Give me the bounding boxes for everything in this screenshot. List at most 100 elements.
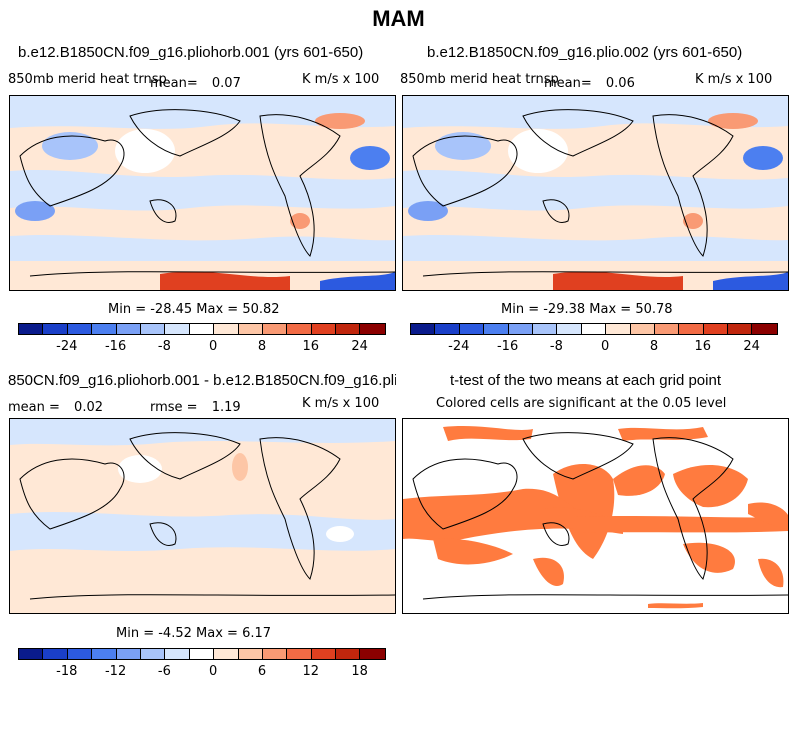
colorbar-cell [67,324,93,334]
colorbar-cell [116,324,141,334]
colorbar-tick-label: 0 [209,339,218,354]
mean-label-text: mean= [150,76,198,91]
colorbar-tick-label: 0 [209,664,218,679]
max-value: 50.78 [635,302,673,317]
colorbar-tick-label: 8 [257,339,267,354]
colorbar-cell [311,649,337,659]
colorbar-tick-label: -8 [549,339,563,354]
colorbar-cell [116,649,141,659]
colorbar-cell [165,324,190,334]
significance-map-bottom-right [403,419,788,613]
heat-transport-map-top-right [403,96,788,290]
colorbar-cell [43,324,68,334]
colorbar-cell [728,324,753,334]
colorbar-cell [508,324,533,334]
panel-subtitle-bottom-right: Colored cells are significant at the 0.0… [436,396,727,411]
colorbar-tick-label: -16 [496,339,519,354]
colorbar-cell [336,649,361,659]
colorbar-tick-label: -24 [56,339,78,354]
colorbar-cell [360,649,385,659]
rmse-label-text: rmse = [150,400,198,415]
colorbar-cell [140,649,166,659]
colorbar-cell [752,324,777,334]
colorbar-cell [287,324,312,334]
map-panel-bottom-right [402,418,789,614]
colorbar-tick-label: -16 [104,339,127,354]
colorbar-cell [532,324,558,334]
significant-cells [403,426,788,609]
min-label: Min = [108,302,147,317]
max-label: Max = [589,302,632,317]
heat-transport-map-top-left [10,96,395,290]
min-value: -28.45 [150,302,193,317]
colorbar-tick-label: 8 [649,339,659,354]
minmax-bottom-left: Min = -4.52 Max = 6.17 [116,626,271,641]
panel-title-top-left: b.e12.B1850CN.f09_g16.pliohorb.001 (yrs … [18,44,364,61]
colorbar-tick-label: -18 [56,664,78,679]
colorbar-tick-label: 24 [743,339,760,354]
colorbar-cell [92,649,117,659]
colorbar-cell [19,324,44,334]
map-panel-top-right [402,95,789,291]
colorbar-tick-label: -24 [448,339,470,354]
variable-label-top-right: 850mb merid heat trnsp [400,72,559,87]
colorbar-cell [703,324,729,334]
colorbar-cell [238,324,263,334]
colorbar-cell [140,324,166,334]
colorbar-cell [262,649,288,659]
units-label-top-right: K m/s x 100 [695,72,773,87]
colorbar-cell [311,324,337,334]
minmax-top-right: Min = -29.38 Max = 50.78 [501,302,673,317]
mean-value: 0.02 [74,400,103,415]
colorbar-cell [189,324,215,334]
max-value: 50.82 [242,302,280,317]
max-label: Max = [196,302,239,317]
min-value: -4.52 [158,626,192,641]
colorbar-tick-label: 18 [351,664,368,679]
figure-title: MAM [372,6,425,31]
colorbar-cells [18,648,386,660]
colorbar-tick-label: 6 [257,664,267,679]
units-label-bottom-left: K m/s x 100 [302,396,380,411]
colorbar-cell [679,324,704,334]
colorbar-tick-label: 24 [351,339,368,354]
minmax-top-left: Min = -28.45 Max = 50.82 [108,302,280,317]
colorbar-cell [238,649,263,659]
colorbar-cell [654,324,680,334]
colorbar-tick-label: 16 [302,339,320,354]
variable-label-top-left: 850mb merid heat trnsp [8,72,167,87]
colorbar-cell [189,649,215,659]
colorbar-cell [459,324,485,334]
rmse-value: 1.19 [211,400,241,415]
colorbar-tick-label: -8 [157,339,171,354]
colorbar-cell [67,649,93,659]
colorbar-cell [557,324,582,334]
mean-label-top-right: mean= 0.06 [544,76,635,91]
colorbar-cell [435,324,460,334]
colorbar-cell [43,649,68,659]
mean-label-top-left: mean= 0.07 [150,76,241,91]
panel-title-bottom-left: 850CN.f09_g16.pliohorb.001 - b.e12.B1850… [8,372,396,389]
min-label: Min = [501,302,540,317]
map-panel-top-left [9,95,396,291]
rmse-label-bottom-left: rmse = 1.19 [150,400,241,415]
mean-value: 0.06 [605,76,635,91]
colorbar-cell [630,324,655,334]
colorbar-tick-label: -12 [104,664,127,679]
units-label-top-left: K m/s x 100 [302,72,380,87]
colorbar-tick-label: 0 [601,339,610,354]
colorbar-cell [262,324,288,334]
colorbar-cells [410,323,778,335]
colorbar-cell [92,324,117,334]
colorbar-cell [581,324,607,334]
panel-title-top-right: b.e12.B1850CN.f09_g16.plio.002 (yrs 601-… [427,44,743,61]
colorbar-tick-label: 16 [694,339,712,354]
difference-map-bottom-left [10,419,395,613]
mean-label-text: mean= [544,76,592,91]
map-panel-bottom-left [9,418,396,614]
colorbar-cell [336,324,361,334]
min-label: Min = [116,626,155,641]
colorbar-cell [484,324,509,334]
colorbar-cell [214,324,239,334]
colorbar-cell [287,649,312,659]
